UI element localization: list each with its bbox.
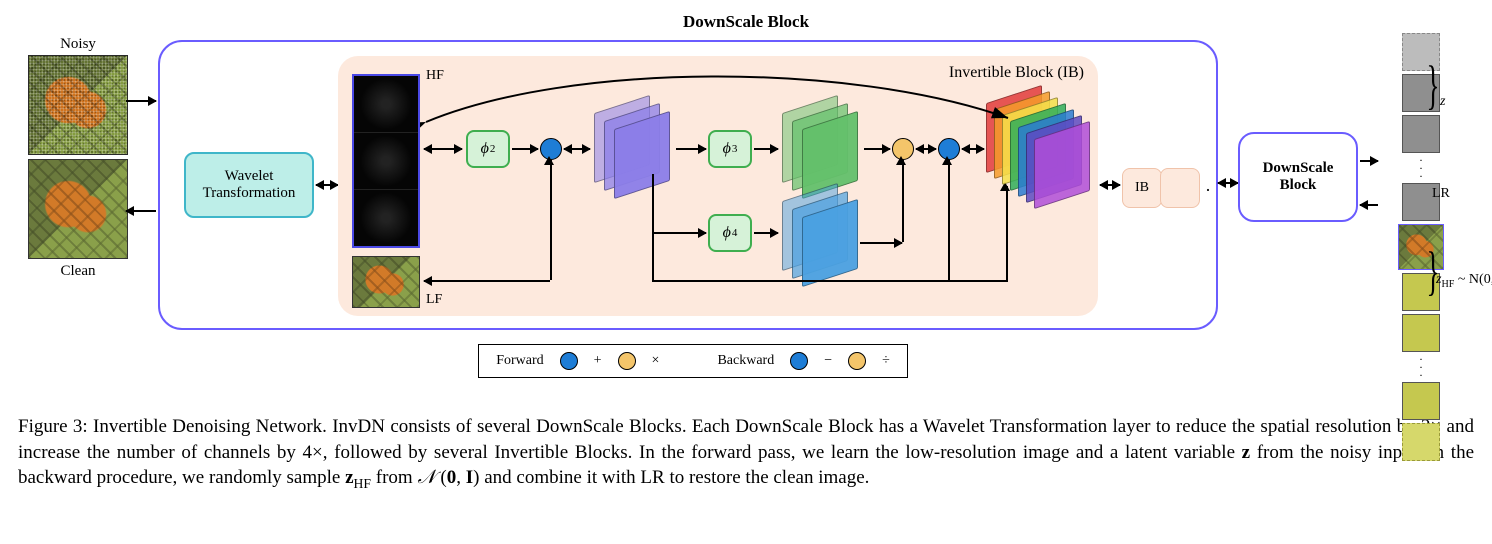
vdots: ··· (1378, 156, 1464, 180)
phi4: ϕ4 (708, 214, 752, 252)
noisy-label: Noisy (18, 36, 138, 53)
arrow-phi3-green (754, 148, 778, 150)
line-up-rainbow (1006, 186, 1008, 282)
legend-div: ÷ (882, 353, 890, 369)
arrow-purple-phi3 (676, 148, 706, 150)
figure: DownScale Block Noisy Clean Wavelet Tran… (18, 12, 1474, 392)
figure-caption: Figure 3: Invertible Denoising Network. … (18, 414, 1474, 494)
hf-tile (354, 190, 418, 246)
arrow-branch-phi4 (652, 232, 706, 234)
phi-sym: ϕ (481, 140, 489, 158)
lf-label: LF (426, 292, 442, 308)
zhf-sub: HF (1441, 279, 1454, 290)
arrow-ds2-out-top (1360, 160, 1378, 162)
line-up-blue2 (948, 160, 950, 280)
legend-dot-orange (618, 352, 636, 370)
phi-sub: 3 (732, 143, 738, 155)
legend-dot-blue (560, 352, 578, 370)
downscale-block-2: DownScale Block (1238, 132, 1358, 222)
phi-sub: 4 (732, 227, 738, 239)
legend-plus: + (594, 353, 602, 369)
caption-from: from (371, 467, 417, 488)
downscale-block: Wavelet Transformation Invertible Block … (158, 40, 1218, 330)
ds2-label: DownScale Block (1263, 160, 1334, 195)
line-lf-up (550, 160, 552, 280)
legend-dot-blue-2 (790, 352, 808, 370)
right-column: ··· ··· } z LR } zHF ~ N(0, I) (1378, 30, 1464, 350)
phi2: ϕ2 (466, 130, 510, 168)
zhf-dist: ~ N(0, I) (1454, 272, 1492, 287)
phi-sym: ϕ (723, 224, 731, 242)
hf-stack (352, 74, 420, 248)
arrow-ib-out (1100, 184, 1120, 186)
legend-backward: Backward (717, 353, 774, 369)
arrow-phi4-blue (754, 232, 778, 234)
legend-dot-orange-2 (848, 352, 866, 370)
arrowhead-up2 (896, 156, 906, 165)
clean-image (28, 159, 128, 259)
lf-image (352, 256, 420, 308)
caption-z: z (1242, 442, 1250, 463)
legend: Forward + × Backward − ÷ (478, 344, 908, 378)
noisy-image (28, 55, 128, 155)
arrow-lf (424, 280, 550, 282)
wavelet-label: Wavelet Transformation (203, 168, 296, 203)
z-tile (1402, 115, 1440, 153)
ib-small-1: IB (1122, 168, 1162, 208)
arrow-phi2-op (512, 148, 538, 150)
zhf-tile (1402, 423, 1440, 461)
arrowhead-up (544, 156, 554, 165)
zhf-tile (1402, 314, 1440, 352)
caption-zhf-sub: HF (354, 476, 371, 491)
ib-small-label: IB (1135, 180, 1149, 196)
caption-post: and combine it with LR to restore the cl… (479, 467, 869, 488)
zhf-label: zHF ~ N(0, I) (1436, 272, 1492, 290)
line-blue-up (902, 160, 904, 242)
downscale-title: DownScale Block (18, 12, 1474, 32)
invertible-block: Invertible Block (IB) HF LF ϕ2 (338, 56, 1098, 316)
zhf-tile (1402, 382, 1440, 420)
vdots: ··· (1378, 355, 1464, 379)
brace-z: } (1426, 58, 1439, 112)
legend-minus: − (824, 353, 832, 369)
arrowhead-up3 (942, 156, 952, 165)
hf-tile (354, 76, 418, 133)
arrow-op-purple (564, 148, 590, 150)
phi-sym: ϕ (723, 140, 731, 158)
legend-forward: Forward (496, 353, 543, 369)
arrow-hf-phi2 (424, 148, 462, 150)
phi3: ϕ3 (708, 130, 752, 168)
arrow-ds2-in-bottom (1360, 204, 1378, 206)
caption-zhf-z: z (345, 467, 353, 488)
lr-label: LR (1432, 186, 1450, 202)
z-label: z (1440, 94, 1445, 110)
phi-sub: 2 (490, 143, 496, 155)
arrow-blue-right (860, 242, 902, 244)
brace-zhf: } (1426, 244, 1439, 298)
clean-label: Clean (18, 263, 138, 280)
arrow-green-op (864, 148, 890, 150)
legend-times: × (652, 353, 660, 369)
arrow-noisy-in (126, 100, 156, 102)
arrow-wavelet-ib (316, 184, 338, 186)
left-column: Noisy Clean (18, 36, 138, 282)
arrow-clean-out (126, 210, 156, 212)
hf-tile (354, 133, 418, 190)
arrow-orange-blue (916, 148, 936, 150)
caption-dist: 𝒩 (0, I) (417, 467, 479, 488)
curve-top (420, 72, 1020, 132)
arrow-ds1-ds2 (1218, 182, 1238, 184)
wavelet-transformation: Wavelet Transformation (184, 152, 314, 218)
arrow-blue-rainbow (962, 148, 984, 150)
line-bottom (652, 280, 1008, 282)
line-branch-down (652, 174, 654, 232)
line-bottom-join (652, 232, 654, 280)
caption-zhf: z (345, 467, 353, 488)
